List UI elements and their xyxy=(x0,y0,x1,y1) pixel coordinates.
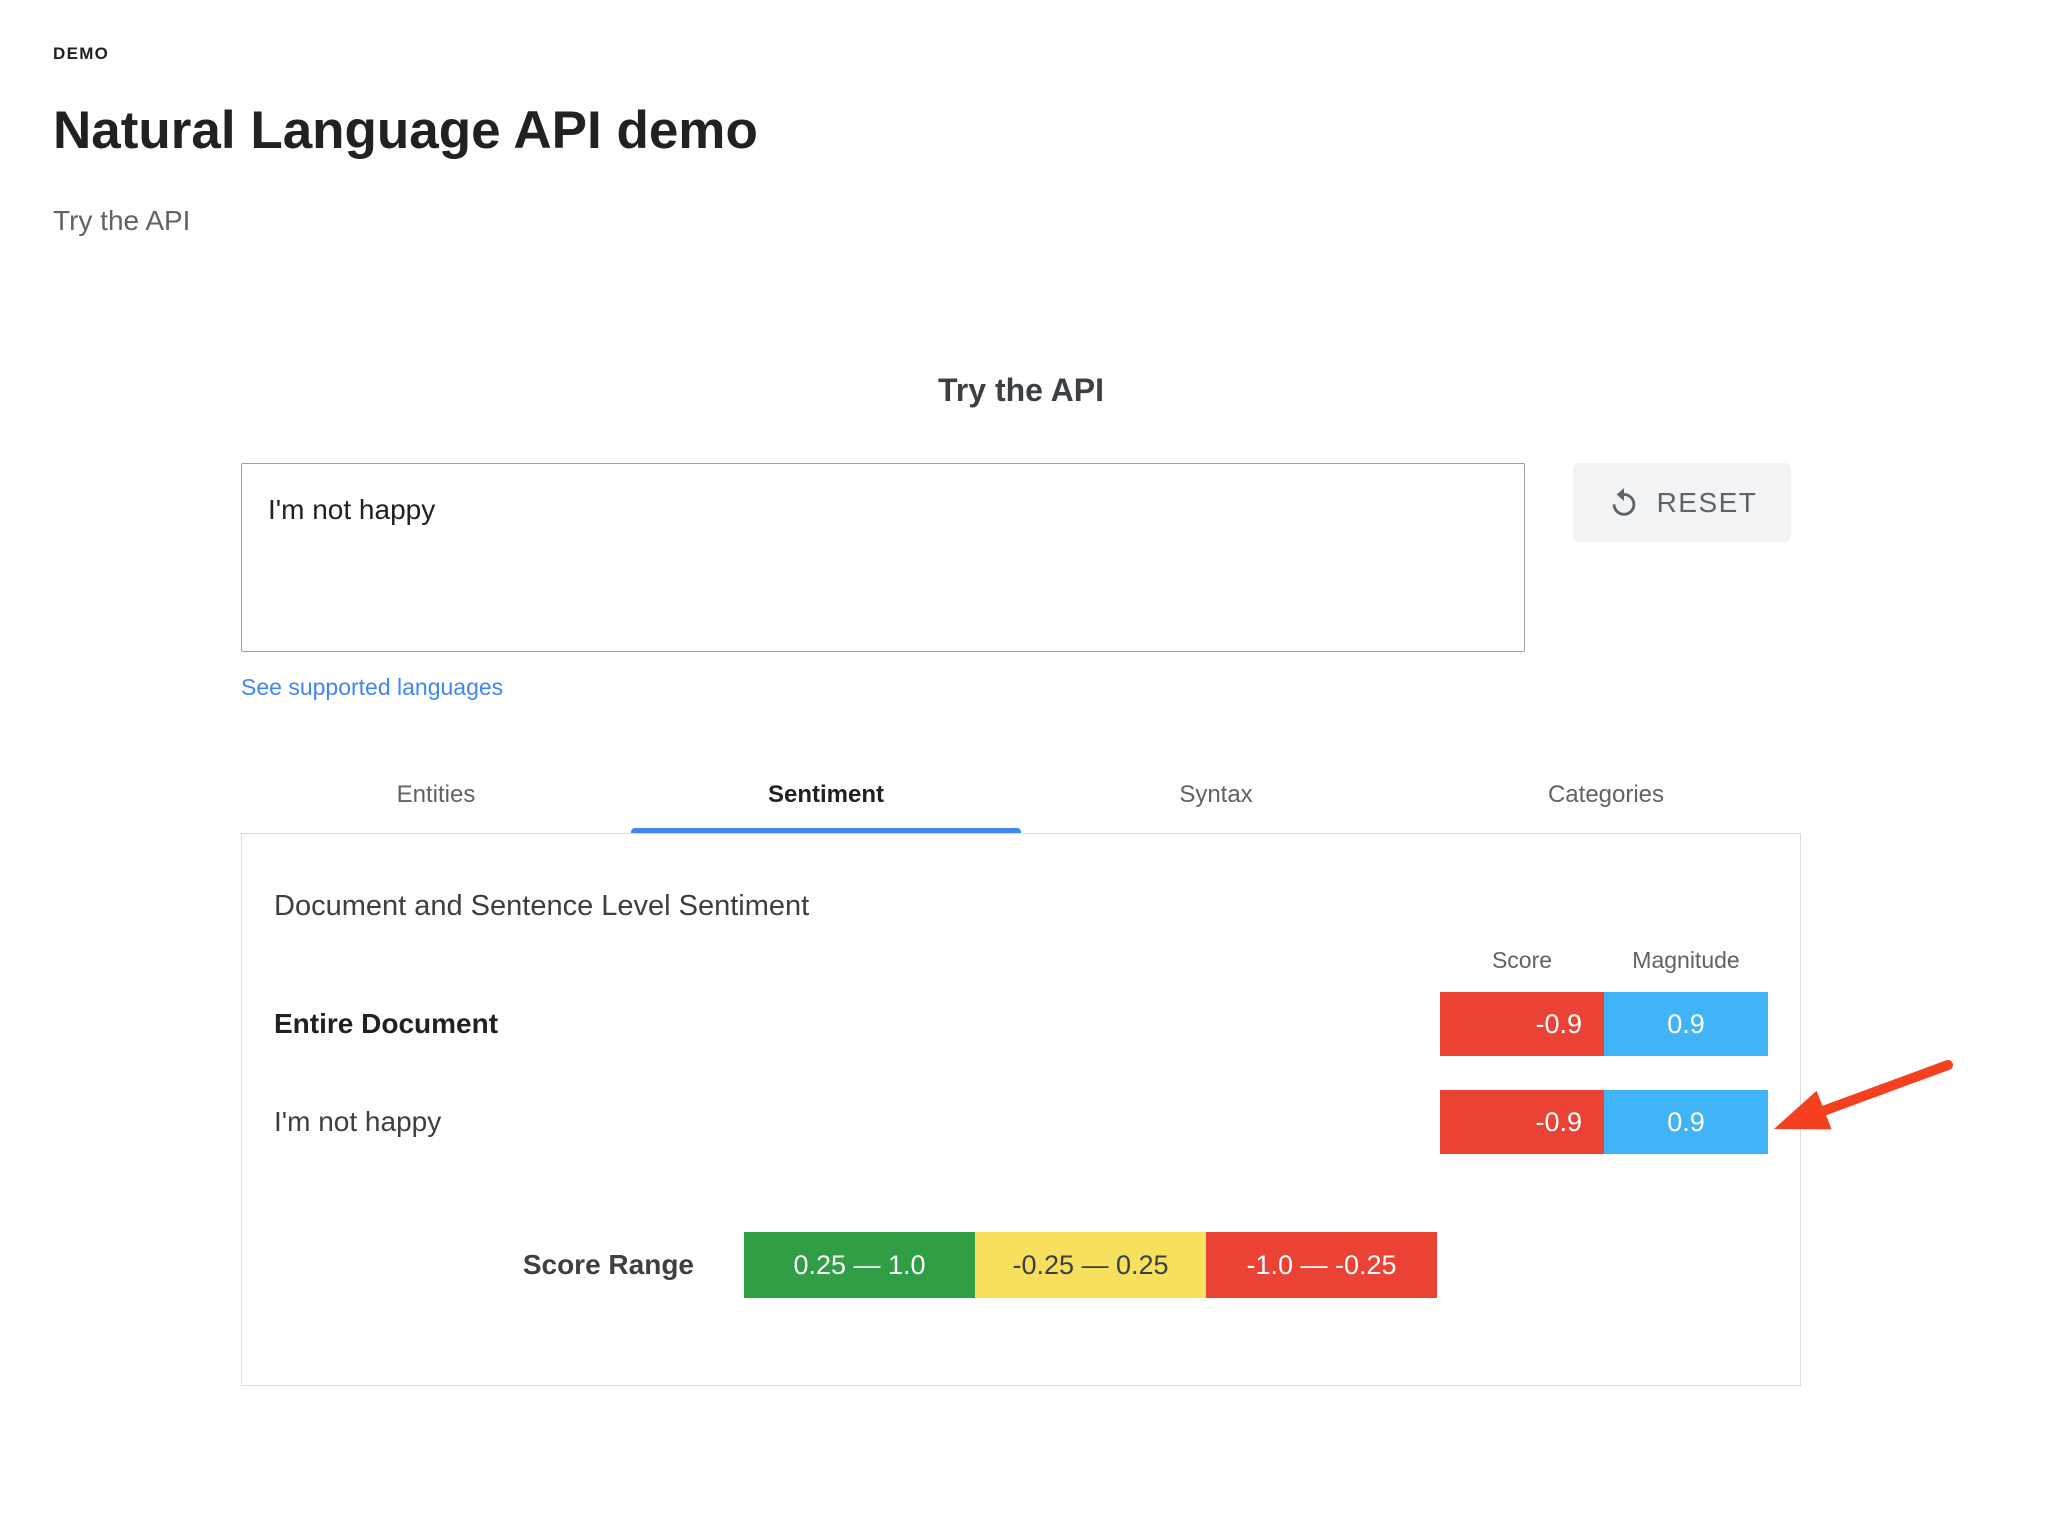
magnitude-column-header: Magnitude xyxy=(1632,947,1740,973)
score-badge: -0.9 xyxy=(1440,1090,1604,1154)
score-range-segment-neutral: -0.25 — 0.25 xyxy=(975,1232,1206,1298)
magnitude-badge: 0.9 xyxy=(1604,992,1768,1056)
page-title: Natural Language API demo xyxy=(53,101,758,160)
score-range-label: Score Range xyxy=(522,1249,694,1280)
row-label: Entire Document xyxy=(274,1008,499,1039)
magnitude-badge: 0.9 xyxy=(1604,1090,1768,1154)
score-range: Score Range 0.25 — 1.0 -0.25 — 0.25 -1.0… xyxy=(274,1232,1768,1298)
reset-button-label: RESET xyxy=(1656,486,1758,518)
sentiment-row-document: Entire Document -0.9 0.9 xyxy=(274,992,1768,1056)
score-range-segment-negative: -1.0 — -0.25 xyxy=(1206,1232,1437,1298)
reset-button[interactable]: RESET xyxy=(1573,463,1791,542)
active-tab-underline xyxy=(631,828,1021,833)
try-api-heading: Try the API xyxy=(938,372,1104,408)
score-badge: -0.9 xyxy=(1440,992,1604,1056)
tab-categories[interactable]: Categories xyxy=(1547,781,1665,808)
input-row: RESET xyxy=(241,463,1801,652)
score-column-header: Score xyxy=(1491,947,1553,973)
tab-sentiment-label: Sentiment xyxy=(767,781,884,808)
sentiment-rows: Entire Document -0.9 0.9 I'm not happy -… xyxy=(274,992,1768,1154)
tab-sentiment[interactable]: Sentiment xyxy=(631,781,1021,833)
page-header: DEMO Natural Language API demo Try the A… xyxy=(53,44,758,237)
sentiment-row-sentence: I'm not happy -0.9 0.9 xyxy=(274,1090,1768,1154)
sentiment-panel: Document and Sentence Level Sentiment Sc… xyxy=(241,833,1801,1386)
tab-entities[interactable]: Entities xyxy=(396,781,476,808)
sentiment-panel-title: Document and Sentence Level Sentiment xyxy=(274,890,810,922)
page-subtitle: Try the API xyxy=(53,205,191,236)
score-range-segment-positive: 0.25 — 1.0 xyxy=(744,1232,975,1298)
tab-syntax[interactable]: Syntax xyxy=(1179,781,1253,808)
supported-languages-link[interactable]: See supported languages xyxy=(241,674,504,700)
text-input[interactable] xyxy=(241,463,1525,652)
try-api-section: Try the API RESET See supported language… xyxy=(241,372,1801,1386)
sentiment-column-headers: Score Magnitude xyxy=(274,947,1768,974)
row-label: I'm not happy xyxy=(274,1106,442,1137)
eyebrow-label: DEMO xyxy=(53,44,110,63)
tab-bar: Entities Sentiment Syntax Categories xyxy=(241,781,1801,833)
reset-icon xyxy=(1607,486,1641,520)
